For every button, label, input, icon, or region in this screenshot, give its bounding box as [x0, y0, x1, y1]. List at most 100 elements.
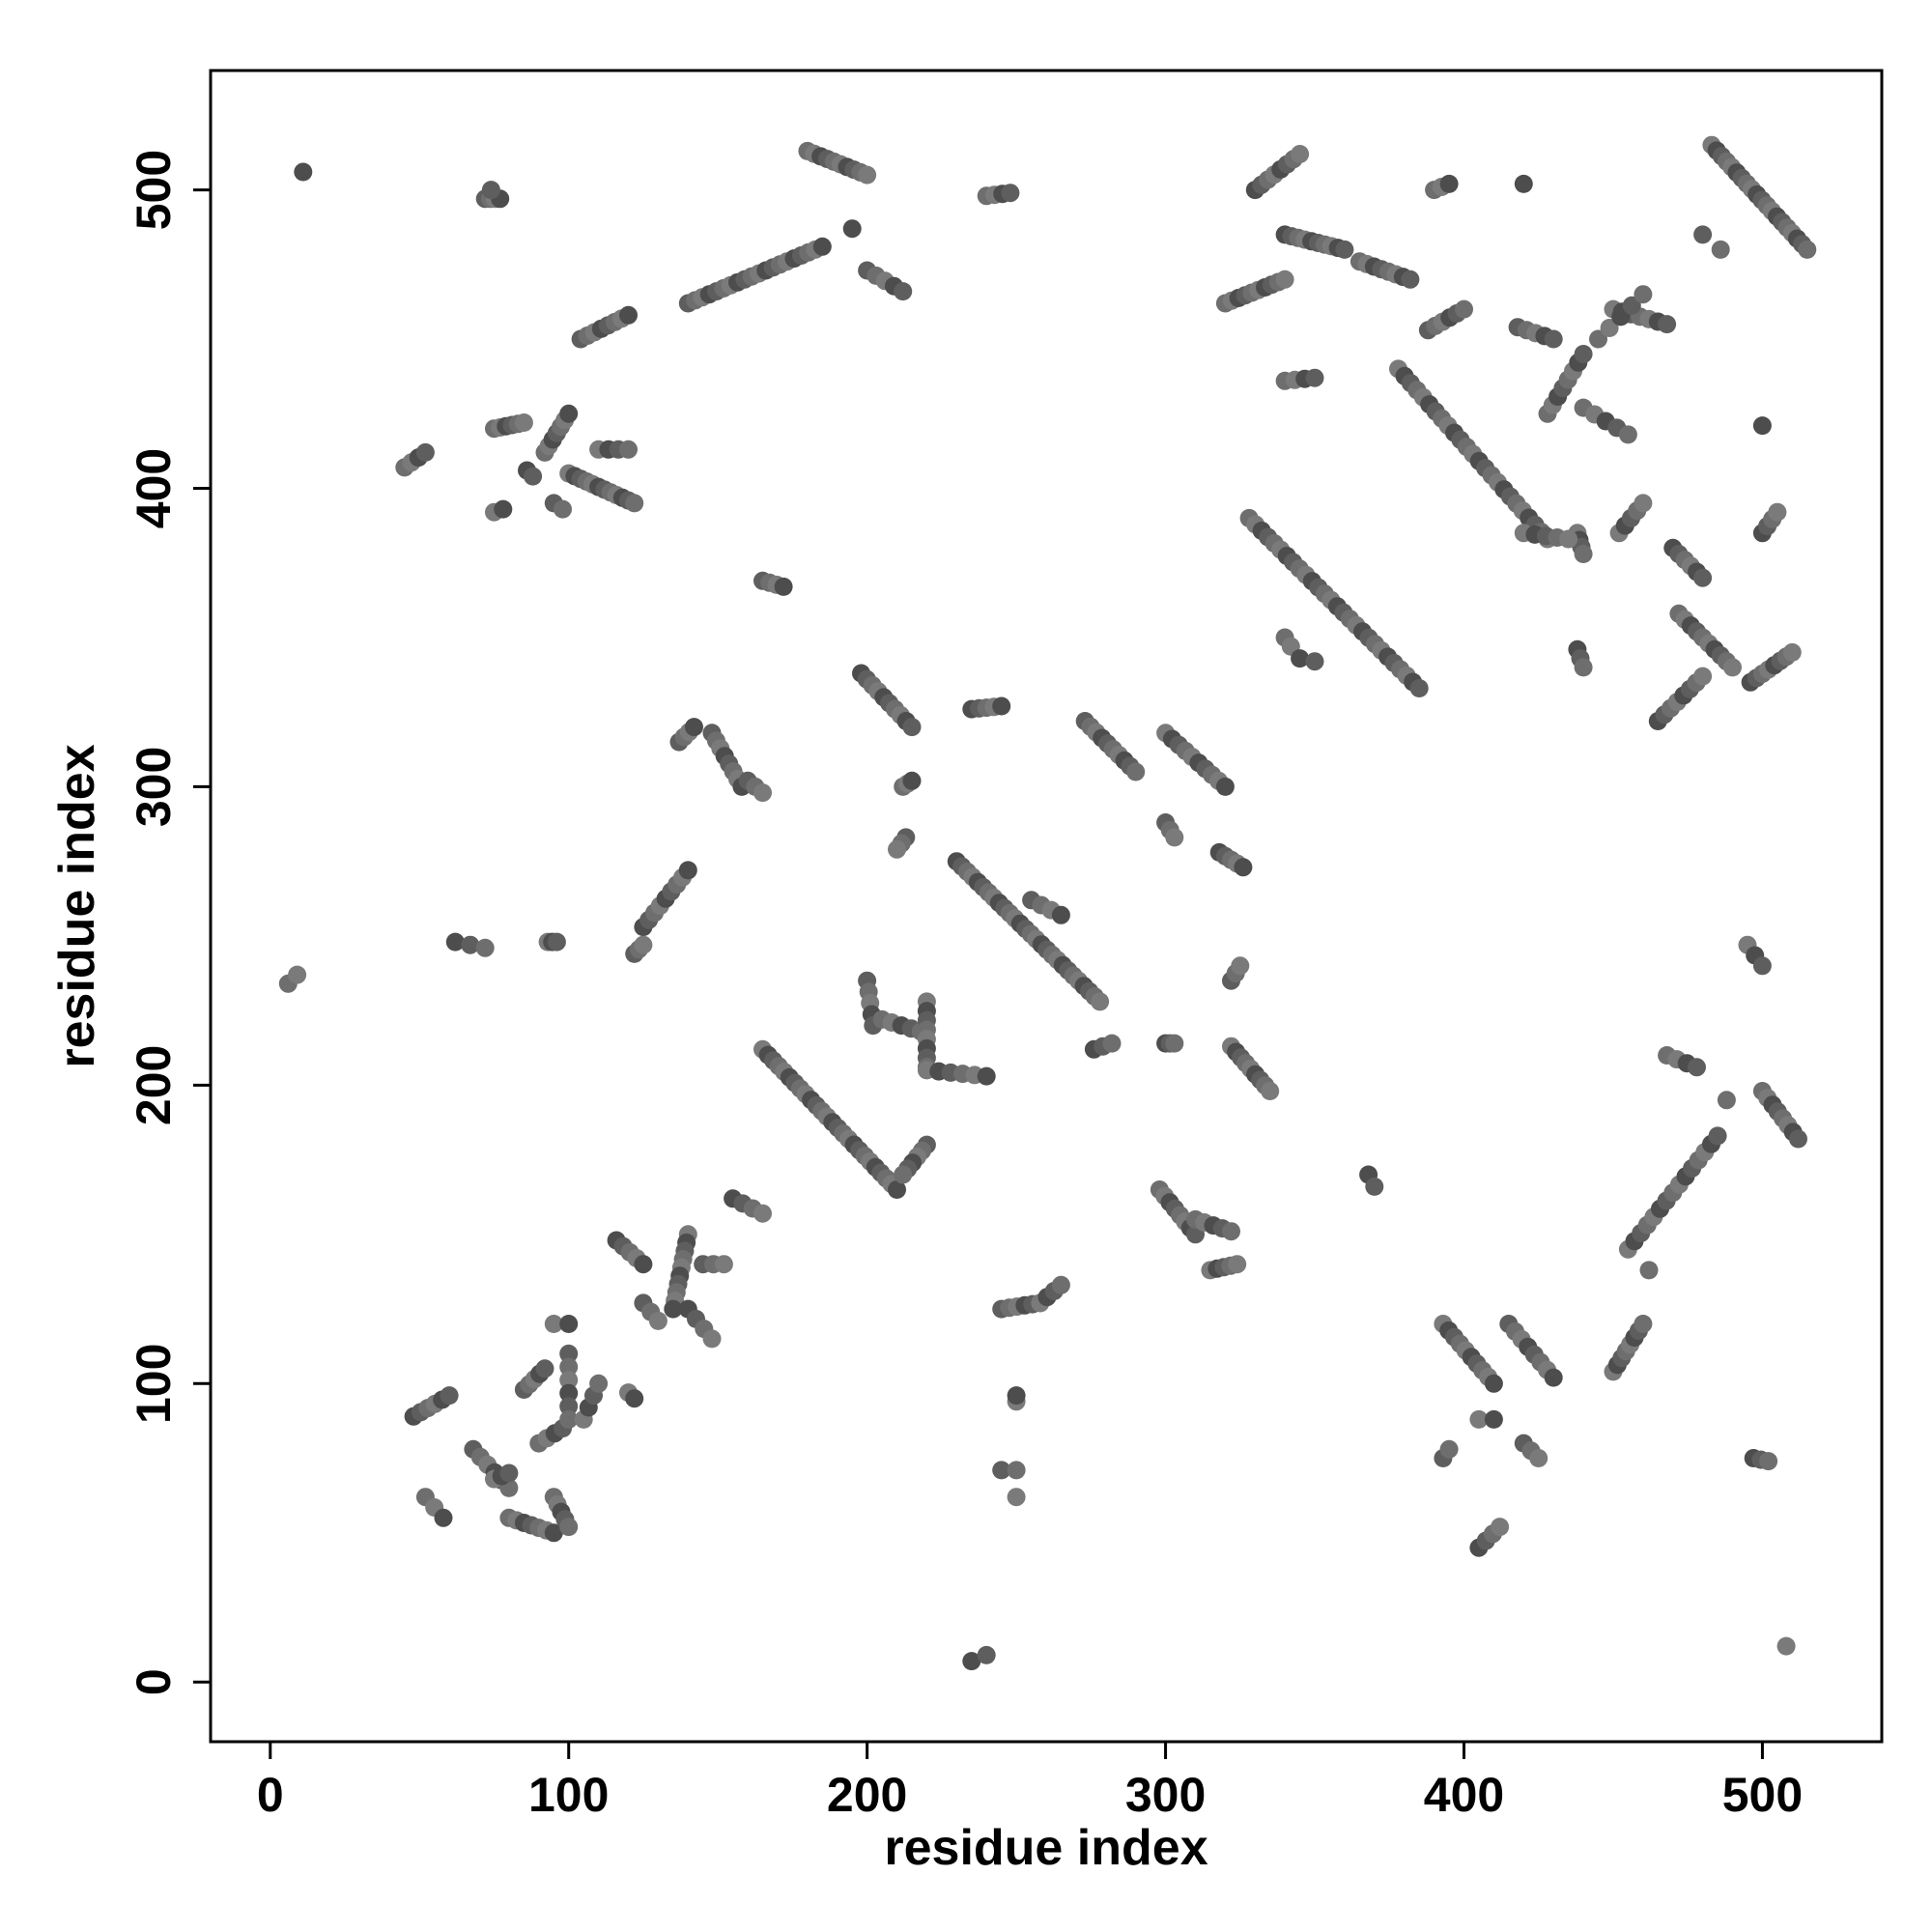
data-point: [625, 494, 644, 513]
data-point: [559, 404, 579, 423]
x-tick-label: 0: [257, 1768, 284, 1822]
data-point: [1228, 1255, 1247, 1274]
x-tick-label: 500: [1722, 1768, 1803, 1822]
data-point: [1782, 642, 1802, 662]
data-point: [1529, 1449, 1548, 1467]
data-point: [1574, 658, 1593, 677]
y-tick-label: 0: [127, 1668, 181, 1695]
data-point: [1007, 1461, 1026, 1480]
data-point: [894, 282, 913, 301]
data-point: [1544, 1368, 1563, 1387]
data-point: [619, 440, 638, 459]
data-point: [774, 577, 793, 596]
data-point: [858, 165, 877, 185]
data-point: [1007, 1488, 1026, 1507]
data-point: [481, 181, 500, 200]
data-point: [1600, 319, 1619, 337]
data-point: [888, 839, 906, 859]
data-point: [977, 1645, 996, 1664]
data-point: [1611, 307, 1631, 327]
data-point: [634, 1255, 653, 1274]
data-point: [1658, 315, 1677, 334]
data-point: [812, 237, 832, 256]
data-point: [547, 932, 566, 952]
plot-frame: [209, 69, 1884, 1744]
data-point: [559, 1315, 579, 1333]
data-point: [902, 771, 922, 790]
data-point: [1231, 956, 1250, 976]
data-point: [1711, 240, 1730, 259]
data-point: [1559, 529, 1578, 549]
data-point: [1401, 270, 1420, 289]
data-point: [1335, 240, 1354, 259]
data-point: [1634, 285, 1653, 304]
data-point: [753, 783, 772, 803]
y-tick-label: 400: [127, 448, 181, 528]
data-point: [977, 1066, 996, 1086]
data-point: [1776, 1636, 1796, 1656]
data-point: [1634, 494, 1653, 513]
data-point: [902, 718, 922, 737]
data-point: [992, 1461, 1011, 1480]
data-point: [1798, 240, 1817, 259]
data-point: [1768, 502, 1787, 522]
data-point: [1222, 1222, 1240, 1241]
data-point: [1305, 652, 1324, 671]
y-axis-title: residue index: [49, 744, 105, 1067]
data-point: [1693, 667, 1713, 686]
data-point: [1622, 296, 1641, 315]
data-point: [559, 1409, 579, 1429]
data-point: [1789, 1129, 1807, 1149]
data-point: [445, 932, 465, 952]
data-point: [1102, 1034, 1122, 1053]
data-point: [1752, 956, 1772, 976]
data-point: [559, 1383, 579, 1403]
data-point: [1723, 658, 1742, 677]
data-point: [544, 1315, 563, 1333]
data-point: [753, 1204, 772, 1223]
data-point: [1634, 1315, 1653, 1333]
data-point: [461, 935, 480, 954]
data-point: [494, 499, 513, 519]
data-point: [1007, 1386, 1026, 1406]
data-point: [1215, 777, 1235, 796]
data-point: [559, 1397, 579, 1416]
data-point: [554, 499, 572, 519]
y-tick-label: 500: [127, 150, 181, 230]
data-point: [559, 1344, 579, 1363]
data-point: [1574, 545, 1593, 563]
data-point: [1001, 184, 1020, 203]
data-point: [619, 305, 638, 325]
data-point: [1752, 416, 1772, 436]
data-point: [1291, 145, 1310, 163]
data-point: [1589, 329, 1607, 349]
x-tick-label: 300: [1125, 1768, 1206, 1822]
data-point: [1409, 679, 1429, 697]
data-point: [702, 1329, 722, 1349]
data-point: [288, 965, 307, 984]
data-point: [1484, 1409, 1503, 1429]
data-point: [1091, 992, 1110, 1011]
data-point: [475, 938, 495, 957]
data-point: [1165, 828, 1184, 847]
x-axis-title: residue index: [884, 1820, 1208, 1876]
data-point: [1717, 1091, 1736, 1110]
data-point: [589, 1374, 609, 1393]
data-point: [1514, 174, 1533, 193]
data-point: [714, 1255, 733, 1274]
data-point: [1275, 270, 1294, 289]
data-point: [1688, 1058, 1706, 1077]
data-point: [1439, 1439, 1459, 1459]
y-tick-label: 100: [127, 1344, 181, 1424]
data-point: [1165, 1034, 1184, 1053]
data-point: [625, 1389, 644, 1408]
data-point: [1126, 762, 1146, 781]
data-point: [1544, 329, 1563, 349]
data-point: [888, 1180, 906, 1199]
data-point: [1708, 1126, 1727, 1146]
data-point: [842, 219, 862, 239]
data-point: [634, 935, 653, 954]
data-point: [1639, 1261, 1659, 1280]
data-point: [1759, 1452, 1778, 1471]
data-point: [544, 1523, 563, 1543]
